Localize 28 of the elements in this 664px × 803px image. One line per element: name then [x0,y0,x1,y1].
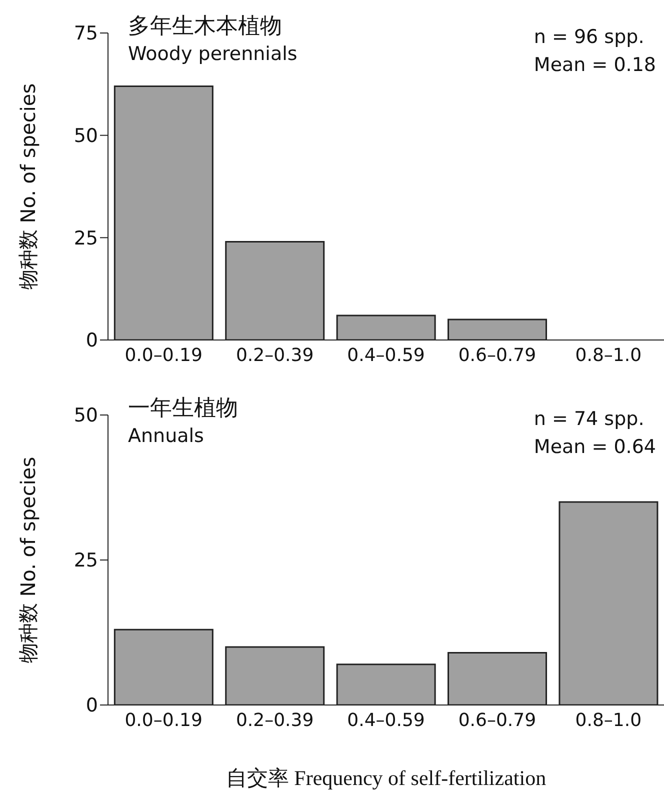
x-tick-label: 0.2–0.39 [236,710,314,731]
x-tick-label: 0.4–0.59 [347,710,425,731]
y-axis-title: 物种数 No. of species [16,456,40,664]
x-tick-label: 0.8–1.0 [575,344,642,366]
y-tick-label: 0 [86,330,98,352]
x-tick-label: 0.8–1.0 [575,710,642,731]
x-axis-title: 自交率 Frequency of self-fertilization [226,766,547,790]
y-tick-label: 25 [74,550,98,572]
y-axis-title: 物种数 No. of species [16,83,40,290]
annotation: Mean = 0.64 [534,435,656,460]
chart-title: 一年生植物 [128,395,238,423]
x-tick-label: 0.0–0.19 [124,710,202,731]
annotation: Mean = 0.18 [534,53,656,78]
y-tick-label: 75 [74,22,98,45]
y-tick-label: 50 [74,125,98,148]
x-tick-label: 0.2–0.39 [236,344,314,366]
y-tick-label: 0 [86,694,98,717]
text: Annuals [128,425,205,447]
y-tick-label: 50 [74,404,98,427]
annotation: n = 74 spp. [534,407,646,432]
x-tick-label: 0.6–0.79 [458,344,536,366]
x-tick-label: 0.0–0.19 [124,344,202,366]
x-tick-label: 0.4–0.59 [347,344,425,366]
chart-title: 多年生木本植物 [128,13,283,41]
x-tick-label: 0.6–0.79 [458,710,536,731]
text: Woody perennials [128,43,298,65]
annotation: n = 96 spp. [534,25,646,50]
y-tick-label: 25 [74,227,98,250]
